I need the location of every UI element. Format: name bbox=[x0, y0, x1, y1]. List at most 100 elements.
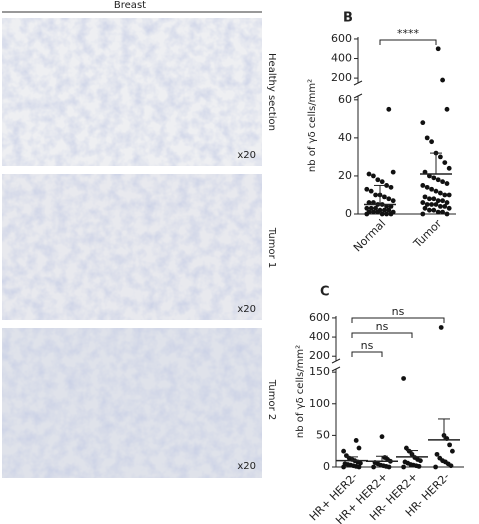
panel-label: C bbox=[320, 285, 330, 300]
data-point bbox=[373, 192, 378, 198]
data-point bbox=[371, 173, 376, 179]
data-point bbox=[373, 205, 378, 211]
data-point bbox=[440, 77, 445, 83]
y-tick-label: 20 bbox=[338, 169, 352, 182]
data-point bbox=[341, 448, 346, 454]
data-point bbox=[422, 205, 428, 211]
data-point bbox=[424, 135, 430, 141]
significance-label: **** bbox=[397, 27, 420, 40]
data-point bbox=[440, 179, 445, 185]
magnification: x20 bbox=[237, 304, 256, 315]
histology-texture bbox=[2, 174, 262, 320]
data-point bbox=[424, 184, 430, 190]
data-point bbox=[427, 207, 432, 213]
y-tick-label: 50 bbox=[316, 428, 330, 441]
data-point bbox=[440, 209, 445, 215]
data-point bbox=[438, 154, 443, 160]
data-point bbox=[435, 177, 441, 183]
data-point bbox=[371, 209, 376, 215]
data-point bbox=[446, 165, 452, 171]
data-point bbox=[366, 171, 372, 177]
data-point bbox=[368, 205, 374, 211]
y-tick-label: 0 bbox=[323, 460, 330, 473]
data-point bbox=[384, 211, 389, 217]
data-point bbox=[446, 205, 452, 211]
data-point bbox=[442, 160, 448, 166]
header: Breast bbox=[114, 0, 146, 11]
data-point bbox=[446, 192, 452, 198]
significance-bracket bbox=[351, 317, 445, 323]
data-point bbox=[382, 194, 387, 200]
data-point bbox=[444, 181, 450, 186]
data-point bbox=[420, 200, 426, 205]
data-point bbox=[438, 203, 443, 209]
data-point bbox=[438, 325, 444, 330]
axis-break bbox=[353, 80, 363, 86]
data-point bbox=[429, 186, 434, 192]
y-axis-label: nb of γδ cells/mm² bbox=[295, 345, 306, 438]
y-axis-label: nb of γδ cells/mm² bbox=[307, 79, 318, 172]
significance-bracket bbox=[351, 332, 413, 338]
image-label: Tumor 2 bbox=[266, 379, 277, 420]
data-point bbox=[435, 209, 441, 215]
data-point bbox=[386, 106, 392, 112]
y-tick-label: 600 bbox=[309, 311, 330, 324]
panel-a: Breast x20 x20 x20 Healthy section Tumor… bbox=[2, 0, 277, 478]
data-point bbox=[420, 183, 426, 188]
y-tick-label: 100 bbox=[309, 397, 330, 410]
y-tick-label: 400 bbox=[309, 330, 330, 343]
data-point bbox=[420, 120, 426, 126]
panel-label: B bbox=[343, 11, 353, 26]
data-point bbox=[379, 179, 385, 185]
axis-break bbox=[331, 366, 341, 372]
magnification: x20 bbox=[237, 461, 256, 472]
histology-texture bbox=[2, 18, 262, 166]
axis-break bbox=[353, 93, 363, 99]
data-point bbox=[384, 183, 389, 188]
data-point bbox=[342, 461, 348, 467]
data-point bbox=[390, 209, 396, 215]
data-point bbox=[427, 196, 432, 202]
magnification: x20 bbox=[237, 150, 256, 161]
y-tick-label: 150 bbox=[309, 365, 330, 378]
image-label: Healthy section bbox=[266, 53, 277, 131]
y-tick-label: 60 bbox=[338, 93, 352, 106]
data-point bbox=[382, 207, 387, 213]
data-point bbox=[431, 175, 437, 181]
axis-break bbox=[331, 358, 341, 364]
data-point bbox=[442, 192, 448, 198]
data-point bbox=[434, 451, 440, 457]
y-tick-label: 600 bbox=[331, 32, 352, 45]
x-tick-label: Normal bbox=[351, 217, 388, 254]
significance-label: ns bbox=[376, 320, 389, 333]
data-point bbox=[433, 202, 439, 207]
data-point bbox=[388, 184, 394, 190]
significance-bracket bbox=[379, 39, 437, 45]
data-point bbox=[431, 207, 437, 213]
data-point bbox=[438, 190, 443, 196]
histology-texture bbox=[2, 328, 262, 478]
significance-label: ns bbox=[361, 339, 374, 352]
data-point bbox=[390, 198, 396, 204]
x-tick-label: Tumor bbox=[410, 217, 444, 251]
y-tick-label: 0 bbox=[345, 207, 352, 220]
data-point bbox=[431, 196, 437, 202]
data-point bbox=[437, 455, 443, 461]
data-point bbox=[401, 376, 406, 381]
data-point bbox=[404, 445, 409, 451]
y-tick-label: 200 bbox=[331, 71, 352, 84]
data-point bbox=[450, 448, 455, 454]
image-label: Tumor 1 bbox=[266, 227, 277, 268]
data-point bbox=[444, 211, 450, 217]
data-point bbox=[429, 202, 434, 207]
y-tick-label: 400 bbox=[331, 52, 352, 65]
data-point bbox=[444, 200, 450, 205]
data-point bbox=[406, 448, 412, 454]
y-tick-label: 200 bbox=[309, 349, 330, 362]
data-point bbox=[386, 207, 392, 213]
data-point bbox=[364, 186, 370, 192]
significance-label: ns bbox=[392, 305, 405, 318]
data-point bbox=[390, 169, 396, 175]
data-point bbox=[379, 211, 385, 217]
